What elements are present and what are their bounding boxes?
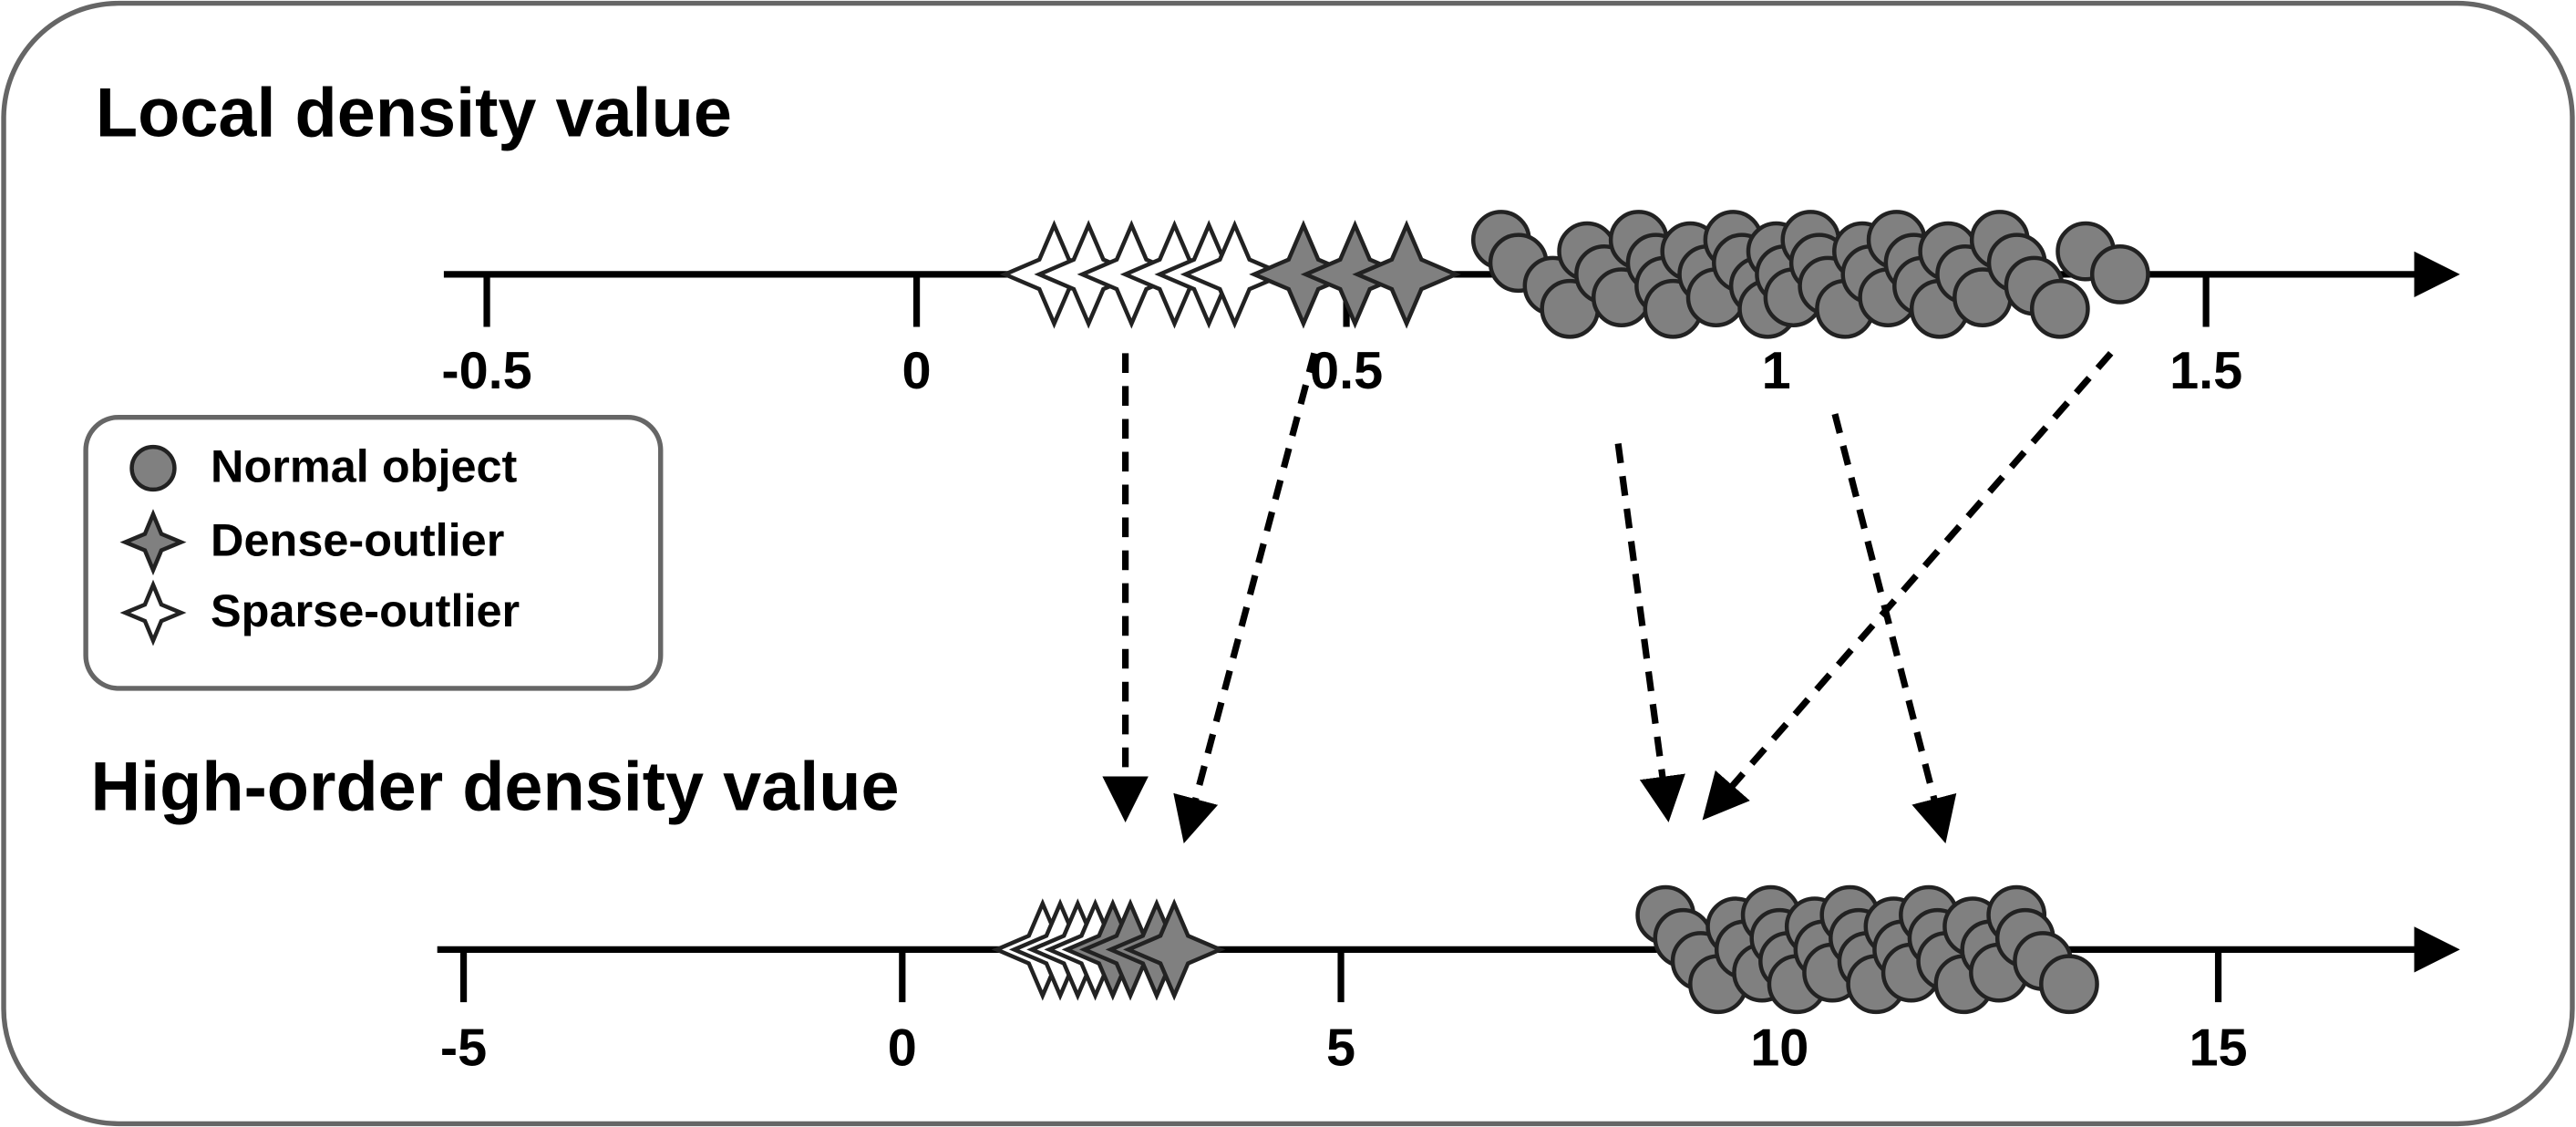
tick-label: -5 [440,1018,487,1077]
legend-icon [119,579,187,646]
legend-label: Sparse-outlier [211,584,520,636]
normal-object [2089,244,2150,305]
tick-label: 0.5 [1310,342,1383,400]
tick-label: -0.5 [441,342,531,400]
legend-icon [129,444,177,492]
dense-outlier [1352,220,1461,329]
tick-label: 10 [1750,1018,1808,1077]
tick-label: 15 [2189,1018,2247,1077]
dense-outlier [1123,898,1226,1001]
mapping-arrows [1102,351,2114,844]
tick-label: 1.5 [2169,342,2242,400]
legend-icon [119,509,187,576]
sparse-outlier [1180,220,1290,329]
legend-label: Normal object [211,440,518,492]
legend-label: Dense-outlier [211,514,504,566]
normal-object [2039,954,2099,1015]
bottom-title: High-order density value [91,748,900,825]
tick-label: 5 [1326,1018,1355,1077]
normal-object [2029,278,2090,339]
top-title: Local density value [96,75,732,152]
tick-label: 0 [888,1018,917,1077]
tick-label: 0 [902,342,932,400]
legend-box [83,414,664,691]
tick-label: 1 [1762,342,1791,400]
